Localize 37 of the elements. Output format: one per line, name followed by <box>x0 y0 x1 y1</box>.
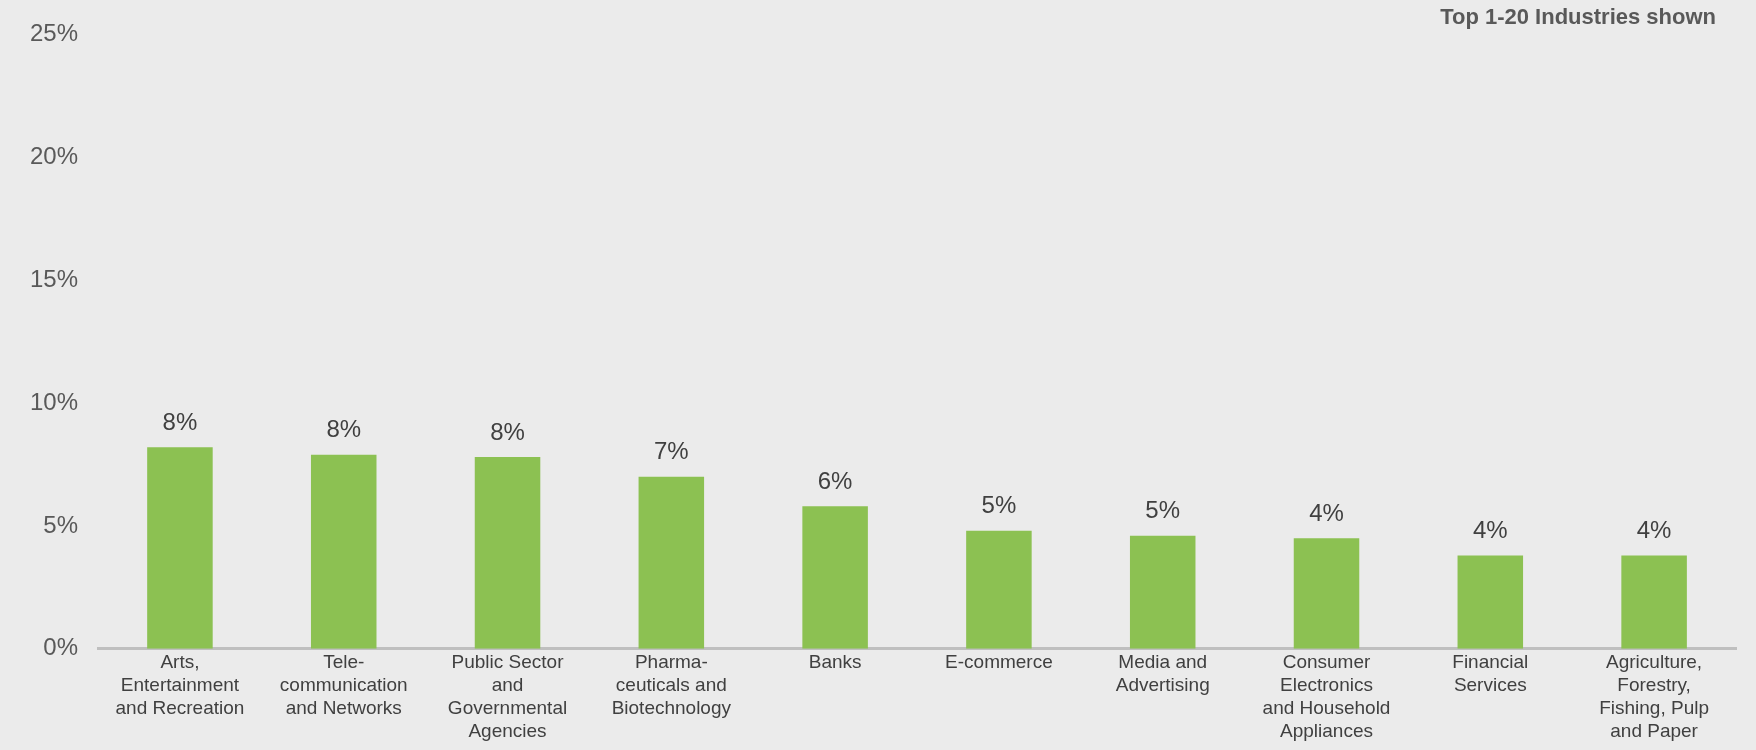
y-tick-label: 25% <box>29 19 79 47</box>
y-tick-label: 10% <box>29 387 79 415</box>
bar <box>1129 535 1196 649</box>
x-tick-label: Arts, Entertainment and Recreation <box>115 651 245 719</box>
y-tick-label: 20% <box>29 141 79 169</box>
bar <box>802 506 868 649</box>
data-label: 6% <box>817 466 853 494</box>
data-label: 4% <box>1309 498 1344 526</box>
data-label: 8% <box>326 415 362 443</box>
data-label: 5% <box>981 491 1017 519</box>
bar <box>147 447 213 649</box>
x-tick-label: Agriculture, Forestry, Fishing, Pulp and Paper <box>1599 651 1710 741</box>
y-tick-label: 5% <box>43 510 79 538</box>
bar <box>1621 555 1687 649</box>
y-tick-label: 0% <box>43 633 79 661</box>
data-label: 5% <box>1145 496 1181 524</box>
bar <box>638 476 705 649</box>
x-tick-label: Pharma-ceuticals and Biotechnology <box>611 651 732 719</box>
data-label: 4% <box>1472 516 1508 544</box>
x-tick-label: Consumer Electronics and Household Appliances <box>1262 651 1391 741</box>
x-tick-label: Financial Services <box>1452 651 1529 696</box>
data-label: 4% <box>1636 516 1672 544</box>
x-tick-label: Banks <box>808 651 862 673</box>
x-tick-label: Public Sector and Governmental Agencies <box>447 651 568 741</box>
bar <box>1457 555 1524 649</box>
y-tick-label: 15% <box>29 264 79 292</box>
x-tick-label: Media and Advertising <box>1115 651 1210 696</box>
bar <box>966 530 1032 649</box>
x-tick-label: Tele-communication and Networks <box>279 651 408 719</box>
data-label: 8% <box>162 407 198 435</box>
data-label: 8% <box>490 417 525 445</box>
bar <box>1293 538 1360 649</box>
chart-title: Top 1-20 Industries shown <box>1440 4 1716 30</box>
bar <box>310 454 377 649</box>
x-tick-label: E-commerce <box>945 651 1053 673</box>
bar <box>474 457 541 649</box>
data-label: 7% <box>653 437 689 465</box>
